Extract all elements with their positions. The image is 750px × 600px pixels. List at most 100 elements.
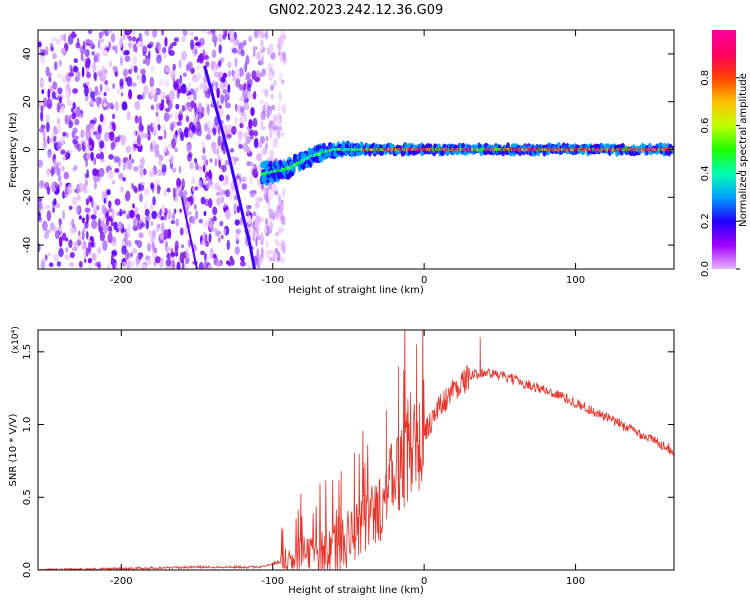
noise-blob	[173, 208, 177, 214]
noise-blob	[74, 118, 80, 126]
noise-blob	[203, 55, 210, 61]
noise-blob	[194, 106, 198, 118]
colorbar-tick-label: 0.2	[700, 213, 711, 229]
noise-blob	[98, 226, 104, 234]
noise-blob	[163, 129, 167, 140]
noise-blob	[199, 103, 202, 114]
noise-blob	[262, 147, 268, 156]
y-tick-label: 1.5	[22, 344, 33, 360]
noise-blob	[164, 210, 167, 221]
noise-blob	[219, 220, 224, 227]
noise-blob	[240, 260, 246, 267]
noise-blob	[38, 41, 42, 48]
noise-blob	[56, 123, 62, 134]
noise-blob	[114, 101, 119, 112]
noise-blob	[90, 241, 95, 248]
noise-blob	[134, 100, 141, 111]
noise-blob	[102, 49, 108, 57]
colorbar-ticks: 0.0 0.2 0.4 0.6 0.8	[700, 70, 740, 277]
noise-blob	[134, 115, 139, 124]
noise-blob	[200, 250, 205, 256]
noise-blob	[98, 167, 105, 178]
snr-frame	[37, 329, 675, 571]
noise-blob	[279, 51, 283, 63]
snr-series-line	[38, 330, 674, 570]
noise-blob	[202, 109, 206, 115]
noise-blob	[86, 81, 90, 86]
noise-blob	[136, 240, 143, 249]
noise-blob	[148, 50, 151, 60]
x-tick-label: 100	[566, 576, 585, 587]
noise-blob	[172, 187, 176, 198]
noise-blob	[112, 122, 116, 132]
noise-blob	[53, 61, 58, 71]
noise-blob	[275, 242, 281, 247]
noise-blob	[84, 258, 87, 264]
noise-blob	[282, 187, 286, 198]
noise-blob	[138, 164, 144, 169]
noise-blob	[137, 41, 142, 46]
noise-blob	[111, 209, 115, 220]
noise-blob	[190, 100, 195, 109]
noise-blob	[47, 152, 52, 159]
noise-blob	[197, 111, 203, 120]
noise-blob	[41, 203, 45, 213]
noise-blob	[259, 99, 265, 105]
noise-blob	[228, 70, 231, 78]
noise-blob	[103, 197, 107, 204]
noise-blob	[124, 55, 131, 62]
noise-blob	[142, 133, 149, 139]
noise-blob	[201, 155, 207, 161]
noise-blob	[237, 130, 243, 141]
noise-blob	[207, 105, 210, 116]
noise-blob	[224, 159, 230, 166]
noise-blob	[150, 202, 154, 211]
noise-blob	[194, 87, 199, 93]
noise-blob	[71, 112, 77, 120]
noise-blob	[204, 253, 207, 261]
noise-blob	[71, 107, 74, 113]
noise-blob	[53, 135, 57, 142]
noise-blob	[82, 227, 86, 233]
noise-blob	[172, 41, 177, 47]
signal-halo	[390, 143, 395, 149]
noise-blob	[265, 142, 269, 150]
noise-blob	[82, 57, 88, 63]
noise-blob	[221, 124, 228, 129]
noise-blob	[261, 246, 264, 258]
noise-blob	[212, 143, 217, 154]
noise-blob	[95, 96, 101, 106]
noise-blob	[242, 40, 247, 46]
noise-blob	[110, 141, 115, 151]
noise-blob	[235, 228, 242, 234]
noise-blob	[101, 190, 106, 200]
noise-blob	[125, 145, 132, 153]
noise-blob	[122, 32, 126, 41]
noise-blob	[68, 239, 73, 249]
noise-blob	[163, 112, 170, 122]
noise-blob	[181, 105, 186, 112]
noise-blob	[186, 201, 191, 207]
noise-blob	[46, 169, 51, 177]
noise-blob	[45, 66, 50, 77]
noise-blob	[178, 59, 182, 69]
noise-blob	[199, 83, 204, 90]
noise-blob	[260, 232, 264, 238]
noise-blob	[109, 60, 113, 67]
noise-blob	[75, 42, 81, 49]
noise-blob	[170, 43, 174, 50]
noise-blob	[88, 87, 93, 93]
noise-blob	[84, 188, 89, 195]
x-tick-label: -100	[261, 576, 284, 587]
noise-blob	[265, 193, 269, 203]
noise-blob	[138, 232, 144, 239]
noise-blob	[90, 151, 94, 162]
noise-blob	[120, 134, 126, 146]
noise-blob	[275, 232, 279, 237]
noise-blob	[68, 205, 73, 210]
noise-blob	[267, 105, 272, 116]
noise-blob	[249, 78, 253, 85]
noise-blob	[65, 237, 69, 242]
noise-blob	[120, 186, 124, 193]
